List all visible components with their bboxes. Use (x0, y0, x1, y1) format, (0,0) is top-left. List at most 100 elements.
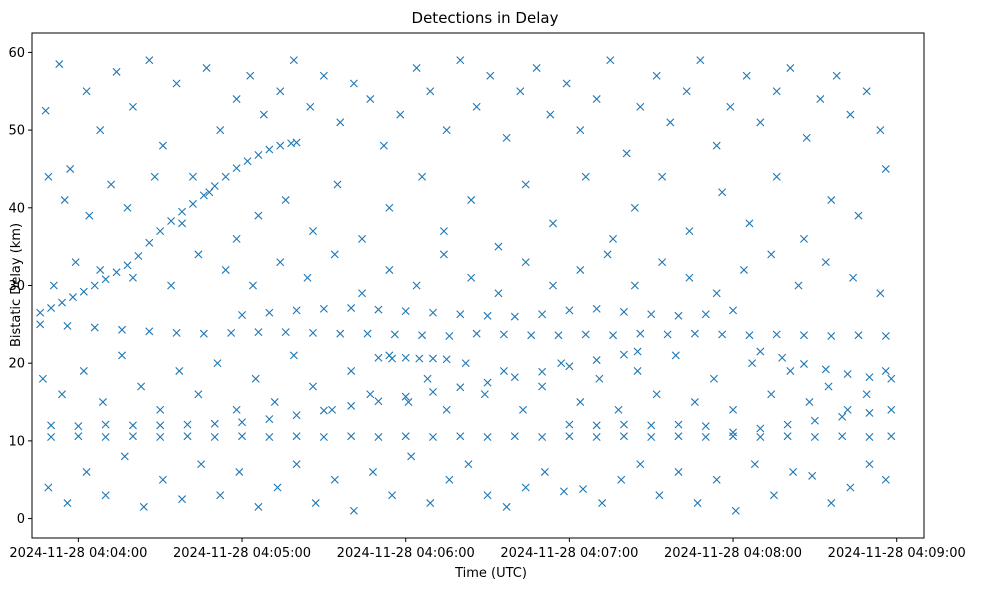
data-point (238, 418, 247, 427)
data-point (614, 405, 623, 414)
data-point (134, 251, 143, 260)
data-point (772, 87, 781, 96)
data-point (769, 491, 778, 500)
data-point (456, 56, 465, 65)
data-point (745, 219, 754, 228)
data-point (98, 398, 107, 407)
data-point (418, 172, 427, 181)
data-point (308, 382, 317, 391)
data-point (396, 110, 405, 119)
data-point (619, 307, 628, 316)
data-point (799, 234, 808, 243)
data-point (480, 390, 489, 399)
data-point (881, 332, 890, 340)
data-point (74, 432, 83, 441)
data-point (85, 211, 94, 220)
data-point (66, 164, 75, 173)
data-point (633, 366, 642, 375)
data-point (145, 327, 154, 336)
data-point (865, 408, 874, 417)
data-point (63, 321, 72, 330)
data-point (281, 196, 290, 205)
data-point (887, 374, 896, 383)
data-point (483, 433, 492, 441)
data-point (630, 281, 639, 290)
data-point (238, 432, 247, 441)
data-point (374, 397, 383, 406)
data-point (385, 203, 394, 212)
data-point (865, 433, 874, 441)
data-point (145, 238, 154, 247)
data-point (118, 351, 127, 360)
data-point (549, 281, 558, 290)
data-point (647, 433, 656, 441)
data-point (701, 422, 710, 431)
data-point (778, 353, 787, 362)
data-point (96, 265, 105, 274)
data-point (347, 304, 356, 313)
data-point (619, 432, 628, 441)
data-point (606, 56, 615, 65)
data-point (609, 331, 618, 340)
data-point (306, 102, 315, 111)
data-point (368, 467, 377, 476)
data-point (499, 330, 508, 339)
data-point (854, 211, 863, 220)
data-point (401, 392, 410, 401)
data-point (682, 87, 691, 96)
data-point (172, 328, 181, 337)
data-point (183, 420, 192, 429)
data-point (663, 330, 672, 339)
data-point (827, 332, 836, 340)
data-point (319, 304, 328, 313)
data-point (442, 355, 451, 364)
data-point (565, 420, 574, 429)
data-point (330, 475, 339, 484)
data-point (175, 366, 184, 375)
data-point (538, 382, 547, 391)
data-point (366, 390, 375, 399)
data-point (232, 95, 241, 104)
data-point (729, 432, 738, 441)
data-point (461, 359, 470, 368)
data-point (251, 374, 260, 383)
data-point (598, 499, 607, 508)
data-point (731, 506, 740, 515)
data-point (846, 110, 855, 119)
data-point (824, 382, 833, 391)
data-point (843, 405, 852, 414)
data-point (865, 460, 874, 469)
data-point (666, 118, 675, 127)
data-point (810, 433, 819, 441)
data-point (292, 411, 301, 420)
data-point (270, 398, 279, 407)
data-point (685, 227, 694, 236)
y-tick-label: 20 (8, 357, 25, 372)
data-point (205, 188, 214, 197)
data-point (227, 328, 236, 337)
data-point (617, 475, 626, 484)
data-point (156, 421, 165, 430)
data-point (789, 467, 798, 476)
data-point (756, 347, 765, 356)
x-tick-label: 2024-11-28 04:05:00 (173, 546, 311, 561)
data-point (674, 432, 683, 441)
data-point (838, 412, 847, 421)
data-point (412, 281, 421, 290)
data-point (429, 354, 437, 363)
data-point (319, 71, 328, 80)
data-point (794, 281, 803, 290)
data-point (690, 329, 699, 338)
data-point (832, 71, 841, 80)
data-point (188, 199, 197, 208)
data-point (483, 311, 492, 320)
data-point (273, 483, 282, 492)
data-point (756, 433, 765, 441)
data-point (265, 145, 274, 154)
data-point (456, 383, 465, 392)
data-point (118, 325, 127, 334)
data-point (748, 359, 757, 368)
data-point (783, 420, 792, 429)
data-point (865, 373, 874, 382)
